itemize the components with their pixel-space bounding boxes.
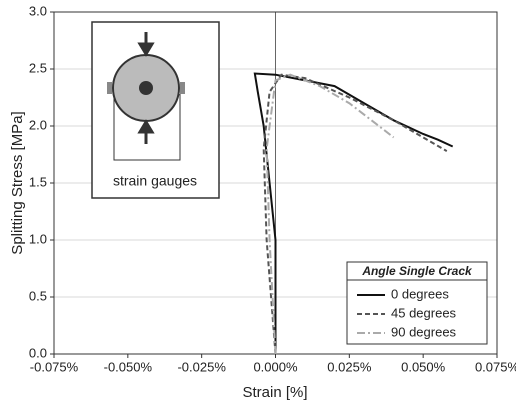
- y-tick-label: 1.0: [29, 231, 47, 246]
- x-tick-label: 0.050%: [401, 359, 446, 374]
- x-tick-label: -0.025%: [177, 359, 226, 374]
- y-tick-label: 3.0: [29, 3, 47, 18]
- y-tick-label: 2.5: [29, 60, 47, 75]
- gauge-left: [107, 82, 112, 94]
- arrow-bottom: [137, 119, 155, 144]
- arrow-top: [137, 32, 155, 57]
- legend-frame: [346, 261, 488, 345]
- legend-label: 0 degrees: [391, 286, 449, 301]
- gauge-leads: [113, 94, 181, 161]
- legend-label: 45 degrees: [391, 305, 457, 320]
- x-tick-label: -0.075%: [30, 359, 79, 374]
- series-line: [253, 72, 454, 354]
- gauge-right: [180, 82, 185, 94]
- legend-title: Angle Single Crack: [361, 264, 473, 278]
- y-tick-label: 0.5: [29, 288, 47, 303]
- annotation: strain gauges: [113, 173, 197, 189]
- x-tick-label: 0.000%: [253, 359, 298, 374]
- specimen-hole: [139, 81, 153, 95]
- x-axis-label: Strain [%]: [242, 384, 307, 401]
- x-tick-label: 0.025%: [327, 359, 372, 374]
- series-line: [265, 73, 395, 355]
- inset: strain gauges: [91, 21, 220, 199]
- y-tick-label: 1.5: [29, 174, 47, 189]
- y-tick-label: 2.0: [29, 117, 47, 132]
- legend-label: 90 degrees: [391, 324, 457, 339]
- y-axis-label: Splitting Stress [MPa]: [9, 111, 26, 254]
- y-tick-label: 0.0: [29, 345, 47, 360]
- x-tick-label: 0.075%: [475, 359, 516, 374]
- x-tick-label: -0.050%: [104, 359, 153, 374]
